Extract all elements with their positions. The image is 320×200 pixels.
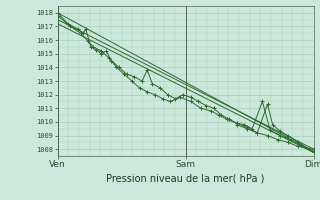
X-axis label: Pression niveau de la mer( hPa ): Pression niveau de la mer( hPa ) <box>107 173 265 183</box>
